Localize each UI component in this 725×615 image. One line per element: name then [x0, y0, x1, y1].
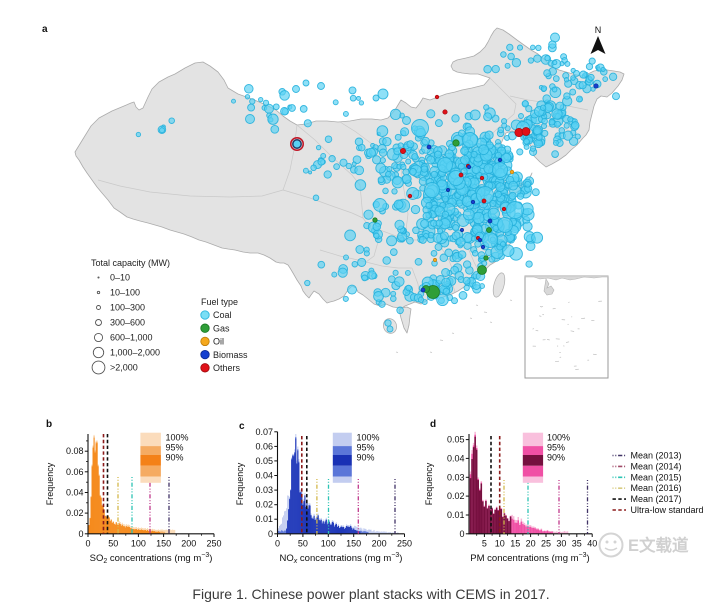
svg-text:600–1,000: 600–1,000	[110, 333, 153, 343]
svg-text:0.02: 0.02	[66, 508, 84, 518]
svg-text:95%: 95%	[166, 443, 184, 453]
svg-text:Mean (2016): Mean (2016)	[631, 483, 682, 493]
svg-text:100–300: 100–300	[110, 303, 145, 313]
svg-text:0.02: 0.02	[447, 491, 465, 501]
svg-text:35: 35	[572, 538, 582, 548]
svg-text:0.06: 0.06	[255, 441, 273, 451]
svg-text:0: 0	[78, 529, 83, 539]
svg-text:95%: 95%	[547, 443, 565, 453]
svg-text:10–100: 10–100	[110, 288, 140, 298]
svg-text:Mean (2013): Mean (2013)	[631, 451, 682, 461]
svg-text:Figure 1. Chinese power plant: Figure 1. Chinese power plant stacks wit…	[192, 586, 549, 602]
svg-text:200: 200	[181, 538, 196, 548]
svg-text:Frequency: Frequency	[424, 462, 434, 505]
svg-text:0: 0	[459, 529, 464, 539]
svg-text:0.05: 0.05	[447, 435, 465, 445]
svg-text:15: 15	[510, 538, 520, 548]
svg-text:10: 10	[495, 538, 505, 548]
svg-text:b: b	[46, 419, 52, 430]
svg-text:Fuel type: Fuel type	[201, 297, 238, 307]
svg-text:100: 100	[321, 538, 336, 548]
svg-text:50: 50	[108, 538, 118, 548]
svg-text:d: d	[430, 419, 436, 430]
svg-text:0.04: 0.04	[66, 488, 84, 498]
svg-text:250: 250	[206, 538, 221, 548]
svg-text:300–600: 300–600	[110, 318, 145, 328]
svg-text:150: 150	[156, 538, 171, 548]
svg-text:0.01: 0.01	[255, 514, 273, 524]
svg-text:Frequency: Frequency	[45, 462, 55, 505]
svg-text:Frequency: Frequency	[235, 462, 245, 505]
svg-text:1,000–2,000: 1,000–2,000	[110, 348, 160, 358]
svg-text:0: 0	[275, 538, 280, 548]
svg-text:0.05: 0.05	[255, 456, 273, 466]
svg-text:NOx concentrations (mg m−3): NOx concentrations (mg m−3)	[280, 552, 403, 565]
svg-text:100%: 100%	[547, 433, 570, 443]
svg-text:>2,000: >2,000	[110, 363, 138, 373]
svg-text:90%: 90%	[357, 453, 375, 463]
svg-text:0.04: 0.04	[447, 453, 465, 463]
svg-text:25: 25	[541, 538, 551, 548]
svg-text:0.07: 0.07	[255, 427, 273, 437]
svg-text:0–10: 0–10	[110, 273, 130, 283]
svg-text:100%: 100%	[166, 433, 189, 443]
svg-text:20: 20	[526, 538, 536, 548]
svg-text:c: c	[239, 421, 245, 432]
svg-text:Ultra-low standard: Ultra-low standard	[631, 505, 704, 515]
svg-text:200: 200	[372, 538, 387, 548]
svg-text:150: 150	[346, 538, 361, 548]
svg-text:40: 40	[587, 538, 597, 548]
svg-text:100%: 100%	[357, 433, 380, 443]
svg-text:0.03: 0.03	[447, 472, 465, 482]
svg-text:Coal: Coal	[213, 310, 232, 320]
svg-text:Total capacity (MW): Total capacity (MW)	[91, 258, 170, 268]
svg-text:100: 100	[131, 538, 146, 548]
svg-text:Oil: Oil	[213, 337, 224, 347]
svg-text:SO2 concentrations (mg m−3): SO2 concentrations (mg m−3)	[90, 552, 213, 565]
svg-text:0: 0	[268, 529, 273, 539]
svg-text:Mean (2015): Mean (2015)	[631, 472, 682, 482]
svg-text:90%: 90%	[166, 453, 184, 463]
svg-text:0.06: 0.06	[66, 467, 84, 477]
svg-text:a: a	[42, 24, 48, 35]
svg-text:0.08: 0.08	[66, 446, 84, 456]
svg-text:0.03: 0.03	[255, 485, 273, 495]
svg-text:Mean (2014): Mean (2014)	[631, 461, 682, 471]
svg-text:Gas: Gas	[213, 323, 230, 333]
svg-text:0.02: 0.02	[255, 500, 273, 510]
svg-text:Mean (2017): Mean (2017)	[631, 494, 682, 504]
svg-text:0.01: 0.01	[447, 510, 465, 520]
svg-text:Others: Others	[213, 363, 241, 373]
svg-text:N: N	[595, 25, 602, 35]
svg-text:5: 5	[482, 538, 487, 548]
svg-text:30: 30	[556, 538, 566, 548]
svg-text:E文载道: E文载道	[628, 535, 689, 555]
svg-text:0.04: 0.04	[255, 471, 273, 481]
svg-text:50: 50	[298, 538, 308, 548]
svg-text:Biomass: Biomass	[213, 350, 248, 360]
svg-text:90%: 90%	[547, 453, 565, 463]
svg-text:250: 250	[397, 538, 412, 548]
svg-text:0: 0	[85, 538, 90, 548]
svg-text:PM concentrations (mg m−3): PM concentrations (mg m−3)	[470, 552, 589, 564]
svg-text:95%: 95%	[357, 443, 375, 453]
